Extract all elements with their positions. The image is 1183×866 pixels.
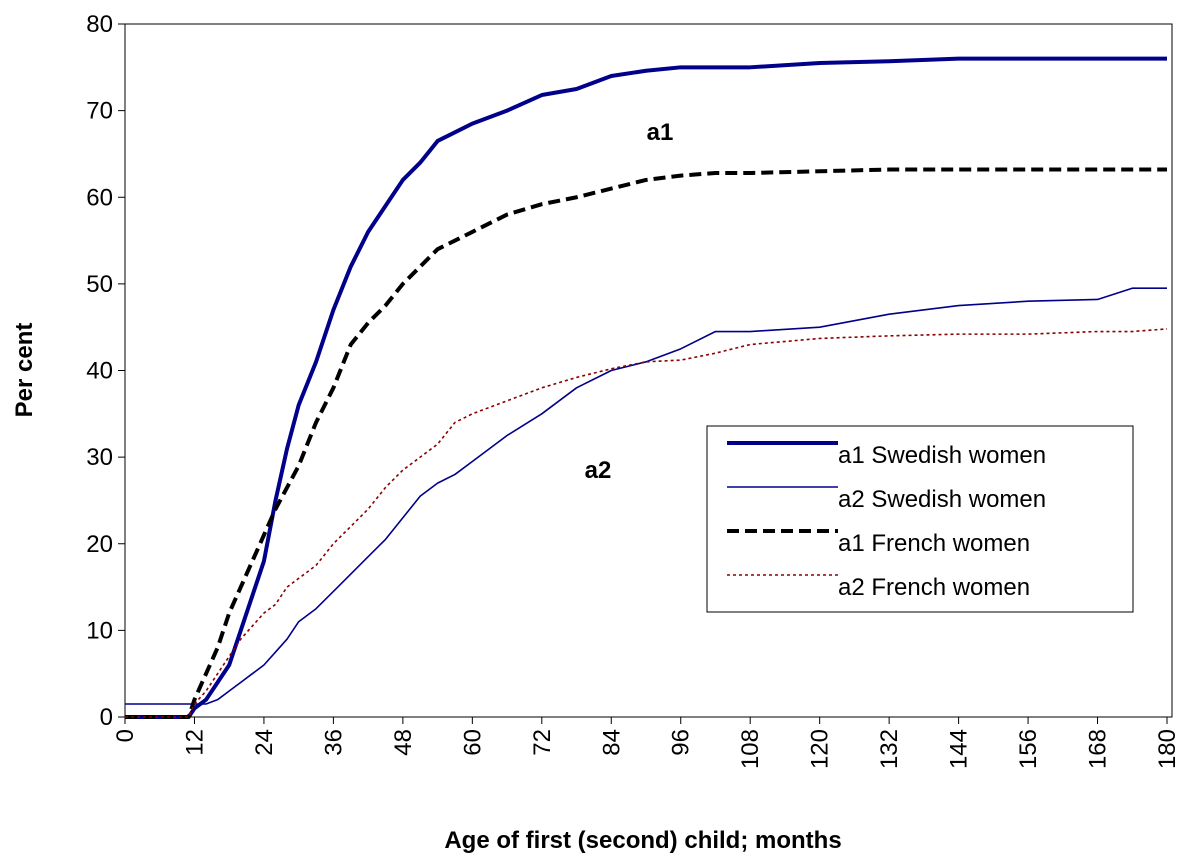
x-tick-label: 36	[320, 729, 347, 756]
y-tick-label: 70	[86, 98, 113, 125]
x-tick-label: 132	[876, 729, 903, 769]
series-line	[125, 56, 1167, 719]
y-tick-label: 30	[86, 444, 113, 471]
series-line	[125, 328, 1168, 718]
x-tick-label: 168	[1085, 729, 1112, 769]
x-tick-label: 96	[668, 729, 695, 756]
y-tick-label: 60	[86, 184, 113, 211]
x-axis-label: Age of first (second) child; months	[444, 827, 841, 854]
x-tick-label: 120	[807, 729, 834, 769]
x-tick-label: 12	[181, 729, 208, 756]
x-tick-label: 144	[946, 729, 973, 769]
legend-label: a1 Swedish women	[838, 442, 1046, 469]
y-axis-label: Per cent	[11, 323, 38, 418]
x-tick-label: 24	[251, 729, 278, 756]
x-tick-label: 60	[459, 729, 486, 756]
series-line	[125, 287, 1167, 705]
x-tick-label: 84	[598, 729, 625, 756]
y-tick-label: 10	[86, 617, 113, 644]
x-tick-label: 0	[112, 729, 139, 742]
y-tick-label: 0	[100, 704, 113, 731]
y-tick-label: 80	[86, 11, 113, 38]
annotation: a1	[647, 119, 674, 146]
x-tick-label: 48	[390, 729, 417, 756]
legend-box	[706, 425, 1134, 613]
legend-label: a1 French women	[838, 530, 1030, 557]
y-tick-label: 20	[86, 531, 113, 558]
legend-label: a2 Swedish women	[838, 486, 1046, 513]
annotation: a2	[585, 457, 612, 484]
x-tick-label: 72	[529, 729, 556, 756]
y-tick-label: 40	[86, 358, 113, 385]
legend-label: a2 French women	[838, 574, 1030, 601]
x-tick-label: 180	[1154, 729, 1181, 769]
x-tick-label: 156	[1015, 729, 1042, 769]
series-line	[125, 167, 1167, 719]
y-tick-label: 50	[86, 271, 113, 298]
x-tick-label: 108	[737, 729, 764, 769]
